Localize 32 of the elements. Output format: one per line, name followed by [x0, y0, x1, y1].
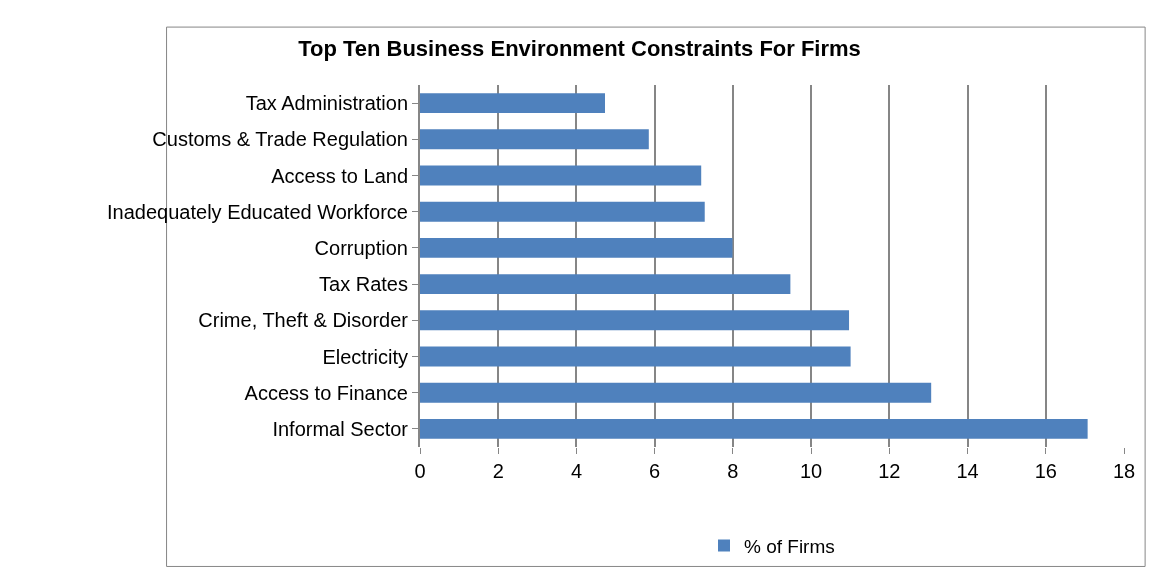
- bar: [420, 274, 791, 295]
- bar: [420, 310, 850, 331]
- y-tick-label: Informal Sector: [272, 417, 409, 440]
- bar: [420, 129, 649, 150]
- y-tick-label: Access to Land: [271, 164, 408, 187]
- y-tick-label: Access to Finance: [244, 381, 408, 404]
- x-tick-label: 14: [956, 460, 979, 482]
- x-tick-label: 10: [799, 460, 823, 482]
- y-tick-label: Electricity: [322, 345, 408, 368]
- y-tick-label: Tax Rates: [319, 273, 408, 296]
- x-tick-label: 8: [727, 460, 739, 482]
- y-tick-label: Inadequately Educated Workforce: [107, 200, 408, 223]
- x-tick-label: 2: [492, 460, 504, 482]
- y-tick-label: Tax Administration: [245, 92, 408, 115]
- x-tick-label: 12: [878, 460, 901, 482]
- x-tick-label: 18: [1112, 460, 1136, 482]
- bar: [420, 382, 932, 403]
- bar: [420, 237, 733, 258]
- y-tick-label: Corruption: [314, 236, 408, 259]
- x-tick-label: 4: [570, 460, 582, 482]
- bar: [420, 418, 1088, 439]
- bar: [420, 346, 851, 367]
- x-tick-label: 16: [1034, 460, 1057, 482]
- y-tick-label: Customs & Trade Regulation: [152, 128, 408, 151]
- y-tick-label: Crime, Theft & Disorder: [198, 309, 409, 332]
- chart-title: Top Ten Business Environment Constraints For Firms: [298, 35, 861, 61]
- legend-label: % of Firms: [744, 535, 835, 557]
- x-tick-label: 0: [414, 460, 426, 482]
- bar: [420, 201, 705, 222]
- bar: [420, 165, 702, 186]
- x-tick-label: 6: [649, 460, 661, 482]
- bar: [420, 93, 605, 114]
